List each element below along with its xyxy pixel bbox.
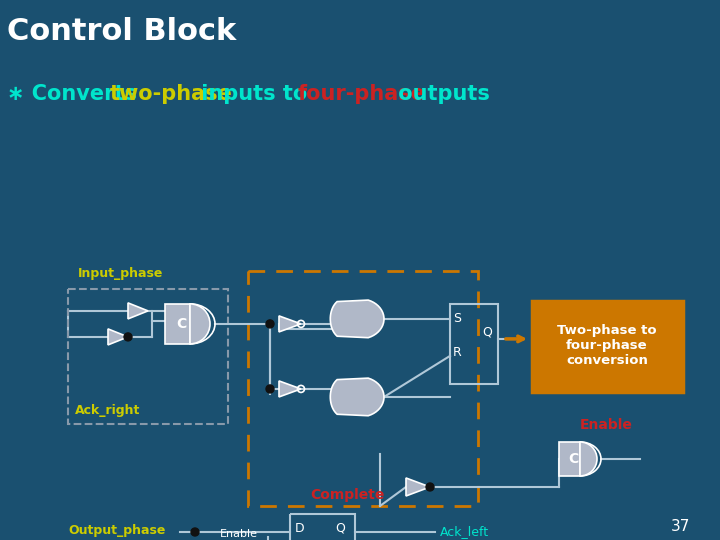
Text: ∗ Converts: ∗ Converts bbox=[7, 84, 145, 105]
Text: Ack_left: Ack_left bbox=[440, 525, 489, 538]
Text: C: C bbox=[568, 452, 578, 466]
Wedge shape bbox=[190, 304, 210, 344]
Polygon shape bbox=[330, 300, 384, 338]
Circle shape bbox=[191, 528, 199, 536]
Text: Q: Q bbox=[482, 326, 492, 339]
Polygon shape bbox=[165, 304, 190, 344]
Text: Two-phase to
four-phase
conversion: Two-phase to four-phase conversion bbox=[557, 325, 657, 367]
Wedge shape bbox=[580, 442, 597, 476]
Polygon shape bbox=[559, 442, 580, 476]
Text: Enable: Enable bbox=[580, 418, 633, 432]
Text: 37: 37 bbox=[670, 519, 690, 534]
Text: outputs: outputs bbox=[391, 84, 490, 105]
Text: C: C bbox=[176, 317, 186, 331]
Circle shape bbox=[426, 483, 434, 491]
Circle shape bbox=[266, 385, 274, 393]
Text: D: D bbox=[295, 522, 305, 535]
Text: Control Block: Control Block bbox=[7, 17, 236, 46]
Text: S: S bbox=[453, 312, 461, 325]
Polygon shape bbox=[128, 303, 148, 319]
Text: two-phase: two-phase bbox=[110, 84, 233, 105]
Text: four-phase: four-phase bbox=[297, 84, 426, 105]
Circle shape bbox=[124, 333, 132, 341]
Bar bbox=[290, 514, 355, 540]
Bar bbox=[450, 304, 498, 384]
Text: Q: Q bbox=[335, 522, 345, 535]
Circle shape bbox=[266, 320, 274, 328]
Text: Output_phase: Output_phase bbox=[68, 524, 166, 537]
Text: Input_phase: Input_phase bbox=[78, 267, 163, 280]
Polygon shape bbox=[330, 378, 384, 416]
FancyBboxPatch shape bbox=[532, 301, 683, 392]
Text: Enable: Enable bbox=[220, 529, 258, 539]
Polygon shape bbox=[279, 381, 301, 397]
Text: Ack_right: Ack_right bbox=[75, 404, 140, 417]
Text: Complete: Complete bbox=[310, 488, 384, 502]
Text: R: R bbox=[453, 346, 462, 359]
Text: inputs to: inputs to bbox=[194, 84, 315, 105]
Polygon shape bbox=[406, 478, 430, 496]
Polygon shape bbox=[279, 316, 301, 332]
Polygon shape bbox=[108, 329, 128, 345]
